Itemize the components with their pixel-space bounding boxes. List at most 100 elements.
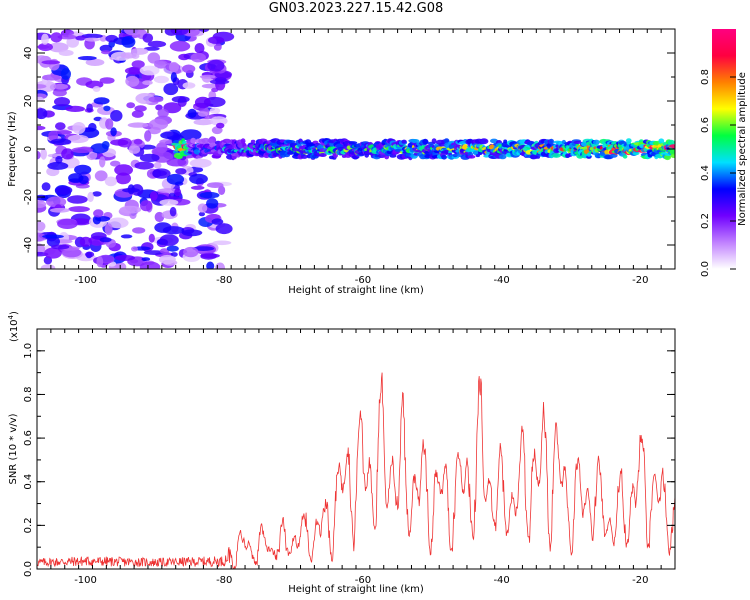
heatmap-cell xyxy=(156,142,168,154)
heatmap-cell xyxy=(37,232,46,242)
heatmap-cell xyxy=(198,211,205,217)
heatmap-cell xyxy=(139,261,161,269)
heatmap-cell xyxy=(250,139,256,144)
heatmap-cell xyxy=(92,86,101,92)
heatmap-cell xyxy=(127,122,149,128)
heatmap-cell xyxy=(125,75,140,87)
heatmap-cell xyxy=(300,154,308,159)
heatmap-cell xyxy=(187,108,197,118)
heatmap-cell xyxy=(104,176,117,187)
heatmap-cell xyxy=(147,40,167,48)
heatmap-cell xyxy=(622,154,628,159)
heatmap-cell xyxy=(431,138,437,144)
heatmap-cell xyxy=(240,138,246,144)
colorbar: 0.0 0.2 0.4 0.6 0.8 xyxy=(700,29,736,277)
heatmap-cell xyxy=(55,130,72,135)
top-x-axis-label: Height of straight line (km) xyxy=(288,285,424,296)
heatmap-cell xyxy=(181,229,203,237)
heatmap-cell xyxy=(208,36,225,44)
heatmap-cell xyxy=(85,251,95,258)
top-axis-y-tick-label: 20 xyxy=(23,95,34,108)
heatmap-cell xyxy=(216,122,225,129)
heatmap-cell xyxy=(200,253,220,259)
heatmap-cell xyxy=(67,134,89,144)
heatmap-cell xyxy=(199,191,220,199)
heatmap-cell xyxy=(134,161,155,170)
heatmap-cell xyxy=(37,125,46,131)
heatmap-cell xyxy=(139,153,160,163)
heatmap-cell xyxy=(47,161,69,170)
heatmap-cell xyxy=(48,42,69,53)
heatmap-cell xyxy=(110,139,129,146)
heatmap-cell xyxy=(99,44,113,53)
colorbar-label: Normalized spectral amplitude xyxy=(737,72,748,226)
heatmap-cell xyxy=(46,236,61,247)
heatmap-cell xyxy=(206,261,215,269)
heatmap-cell xyxy=(84,37,100,42)
colorbar-tick-label: 0.6 xyxy=(700,117,711,133)
heatmap-cell xyxy=(285,140,296,144)
heatmap-cell xyxy=(93,209,104,218)
heatmap-cell xyxy=(55,122,66,130)
heatmap-cell xyxy=(99,156,106,168)
heatmap-cell xyxy=(170,72,177,83)
heatmap-cell xyxy=(159,248,170,255)
top-axis-y-tick-label: 40 xyxy=(23,47,34,60)
heatmap-cell xyxy=(50,138,72,146)
top-axis-y-tick-label: 0 xyxy=(23,146,34,152)
top-axis-y-tick-label: -20 xyxy=(23,189,34,205)
scale-annotation: (x104) xyxy=(7,311,20,342)
heatmap-cell xyxy=(157,108,169,118)
heatmap-cell xyxy=(175,154,183,159)
heatmap-cell xyxy=(67,195,88,204)
heatmap-cell xyxy=(132,227,146,234)
heatmap-cell xyxy=(163,83,179,96)
heatmap-cell xyxy=(198,111,209,117)
heatmap-cell xyxy=(114,164,133,176)
scale-exponent: 4 xyxy=(7,314,15,319)
heatmap-cell xyxy=(206,182,224,189)
heatmap-cell xyxy=(218,185,226,195)
top-axis-y-tick-label: -40 xyxy=(23,237,34,253)
heatmap-cell xyxy=(148,233,155,243)
heatmap-cell xyxy=(175,168,187,175)
heatmap-cell xyxy=(199,74,216,79)
heatmap-cell xyxy=(411,139,420,144)
heatmap-cell xyxy=(37,200,47,208)
heatmap-cell xyxy=(422,138,429,145)
heatmap-cell xyxy=(42,234,64,239)
heatmap-cells xyxy=(37,29,675,269)
heatmap-cell xyxy=(215,262,225,269)
heatmap-cell xyxy=(57,218,78,229)
heatmap-cell xyxy=(490,138,498,144)
heatmap-cell xyxy=(44,247,62,259)
top-axis-x-tick-label: -100 xyxy=(74,275,97,286)
scale-close: ) xyxy=(9,311,20,315)
heatmap-cell xyxy=(169,40,191,52)
heatmap-cell xyxy=(124,67,144,75)
heatmap-cell xyxy=(72,122,86,134)
heatmap-cell xyxy=(81,33,103,39)
colorbar-gradient xyxy=(712,29,736,269)
bottom-axis-y-tick-label: 0.4 xyxy=(23,474,34,490)
heatmap-cell xyxy=(115,172,131,185)
heatmap-cell xyxy=(130,259,139,264)
bottom-axis-x-tick-label: -60 xyxy=(355,575,371,586)
heatmap-cell xyxy=(114,254,136,261)
heatmap-cell xyxy=(86,103,93,113)
heatmap-cell xyxy=(190,185,205,190)
snr-plot: -100 -80 -60 -40 -20 0.0 0.2 0.4 0.6 0.8 1.0 xyxy=(23,328,676,586)
heatmap-cell xyxy=(149,191,158,201)
heatmap-cell xyxy=(197,203,208,213)
heatmap-cell xyxy=(174,188,182,197)
heatmap-cell xyxy=(668,144,675,149)
heatmap-cell xyxy=(190,137,197,144)
heatmap-cell xyxy=(110,127,117,137)
heatmap-cell xyxy=(92,215,101,225)
heatmap-cell xyxy=(134,105,147,112)
colorbar-tick-label: 0.8 xyxy=(700,69,711,85)
heatmap-cell xyxy=(87,191,94,203)
heatmap-cell xyxy=(180,129,202,141)
heatmap-cell xyxy=(168,61,180,73)
heatmap-cell xyxy=(68,173,84,183)
